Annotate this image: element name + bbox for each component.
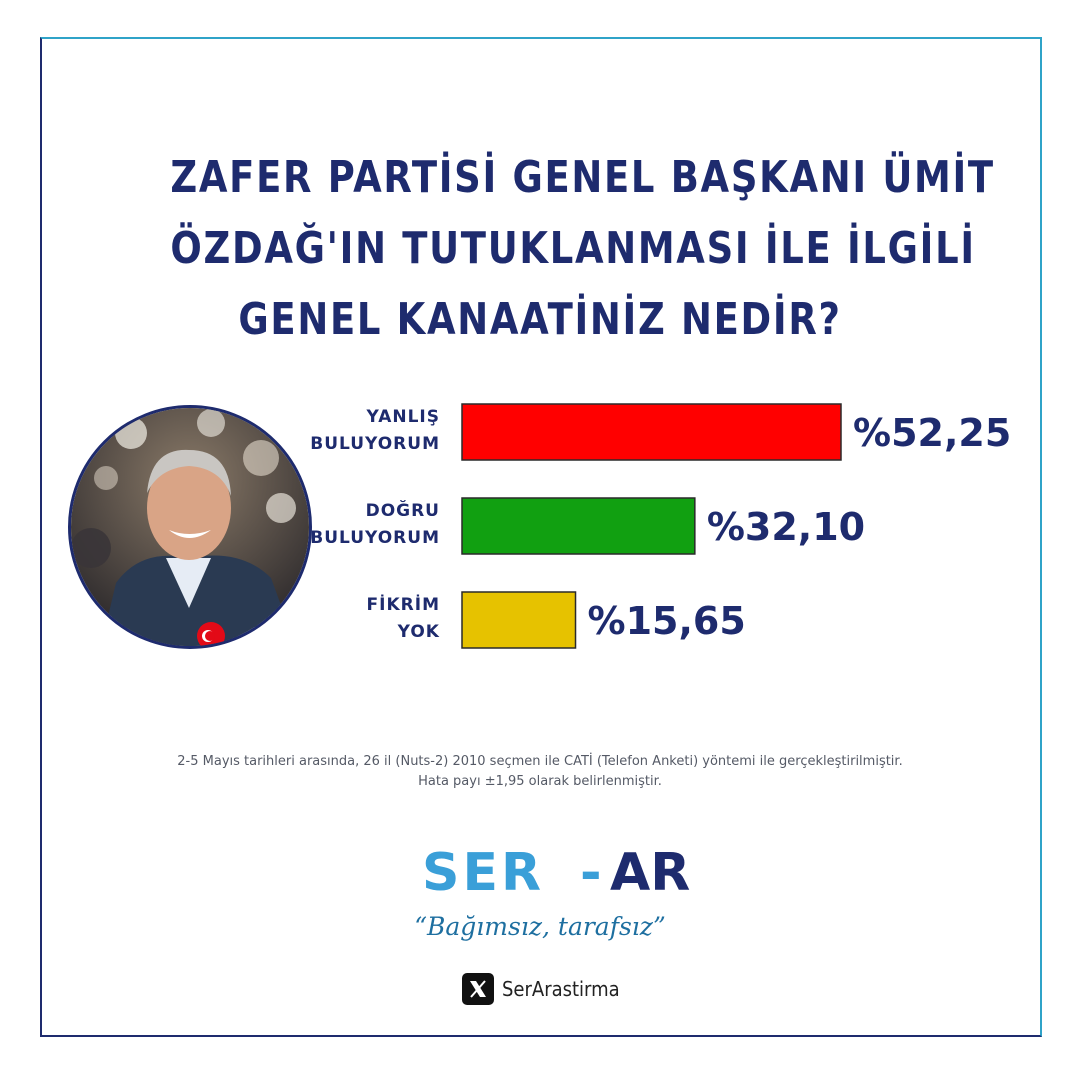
bar-value-label-1: %52,25 bbox=[853, 411, 1011, 455]
methodology-note: 2-5 Mayıs tarihleri arasında, 26 il (Nut… bbox=[60, 752, 1020, 792]
logo-ser-text: SER bbox=[422, 843, 544, 903]
ser-ar-logo: SER - AR bbox=[422, 843, 690, 903]
poster-frame bbox=[40, 37, 1042, 1037]
bar-3 bbox=[461, 591, 577, 649]
social-link[interactable]: SerArastirma bbox=[462, 972, 620, 1006]
bar-value-label-3: %15,65 bbox=[588, 599, 746, 643]
logo-dash-text: - bbox=[580, 843, 602, 903]
category-label-3: FİKRİM YOK bbox=[367, 593, 440, 642]
bar-2 bbox=[461, 497, 696, 555]
bar-1 bbox=[461, 403, 842, 461]
title-line-3: GENEL KANAATİNİZ NEDİR? bbox=[238, 294, 842, 345]
portrait-photo bbox=[68, 405, 312, 649]
x-logo-icon bbox=[462, 973, 494, 1005]
category-label-line: BULUYORUM bbox=[310, 528, 440, 548]
category-label-line: FİKRİM bbox=[367, 593, 440, 615]
title-line-1: ZAFER PARTİSİ GENEL BAŞKANI ÜMİT bbox=[170, 152, 995, 203]
tagline: “Bağımsız, tarafsız” bbox=[414, 912, 666, 941]
logo-ar-text: AR bbox=[610, 843, 690, 903]
category-label-line: YOK bbox=[397, 622, 440, 642]
category-label-line: YANLIŞ bbox=[366, 407, 440, 427]
social-handle: SerArastirma bbox=[502, 977, 620, 1001]
category-label-line: BULUYORUM bbox=[310, 434, 440, 454]
category-label-2: DOĞRU BULUYORUM bbox=[310, 499, 440, 548]
category-label-line: DOĞRU bbox=[366, 499, 440, 521]
category-label-1: YANLIŞ BULUYORUM bbox=[310, 407, 440, 454]
methodology-line-1: 2-5 Mayıs tarihleri arasında, 26 il (Nut… bbox=[177, 754, 903, 769]
methodology-line-2: Hata payı ±1,95 olarak belirlenmiştir. bbox=[418, 774, 662, 789]
question-title: ZAFER PARTİSİ GENEL BAŞKANI ÜMİT ÖZDAĞ'I… bbox=[170, 142, 995, 355]
title-line-2: ÖZDAĞ'IN TUTUKLANMASI İLE İLGİLİ bbox=[170, 223, 976, 274]
bar-value-label-2: %32,10 bbox=[707, 505, 865, 549]
